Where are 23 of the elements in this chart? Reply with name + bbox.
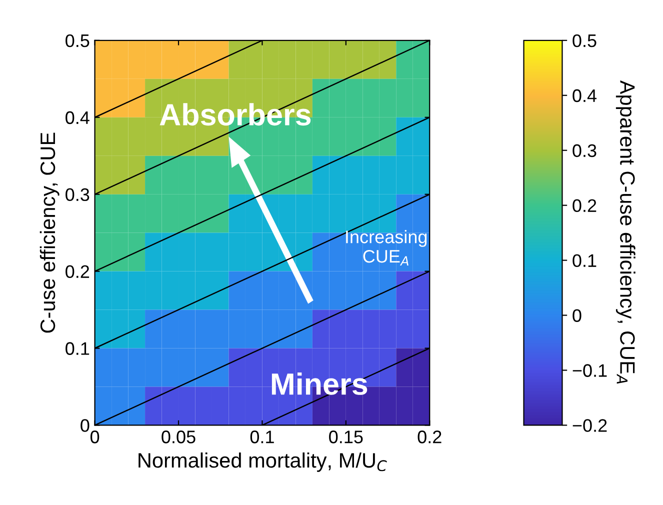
annotation: Increasing CUE$_{A}$ (346, 230, 427, 266)
x-axis-title: Normalised mortality, M/U$_{C}$ (138, 452, 387, 472)
y-tick-label: 0.3 (66, 188, 90, 202)
y-tick-label: 0 (80, 419, 90, 432)
x-tick-label: 0 (90, 430, 100, 444)
color-bar-label: −0.1 (572, 364, 607, 377)
color-bar-label: 0.3 (572, 144, 596, 158)
x-tick-label: 0.15 (329, 430, 363, 444)
y-tick-label: 0.5 (66, 34, 90, 48)
color-bar-label: 0 (572, 309, 582, 322)
y-tick-label: 0.2 (66, 265, 90, 278)
y-tick-label: 0.4 (66, 111, 90, 124)
y-tick-label: 0.1 (66, 342, 90, 355)
x-tick-label: 0.1 (250, 430, 274, 444)
x-tick-label: 0.2 (418, 430, 442, 444)
color-bar-label: 0.4 (572, 89, 597, 102)
x-tick-label: 0.05 (162, 430, 196, 444)
y-axis-title: C-use efficiency, CUE (40, 132, 60, 333)
color-bar-label: 0.5 (572, 34, 596, 48)
color-bar-label: 0.1 (572, 254, 596, 268)
color-bar-label: 0.2 (572, 199, 596, 212)
color-bar-title: Apparent C-use efficiency, CUE$_{A}$ (616, 80, 636, 384)
color-bar-label: −0.2 (572, 419, 607, 432)
